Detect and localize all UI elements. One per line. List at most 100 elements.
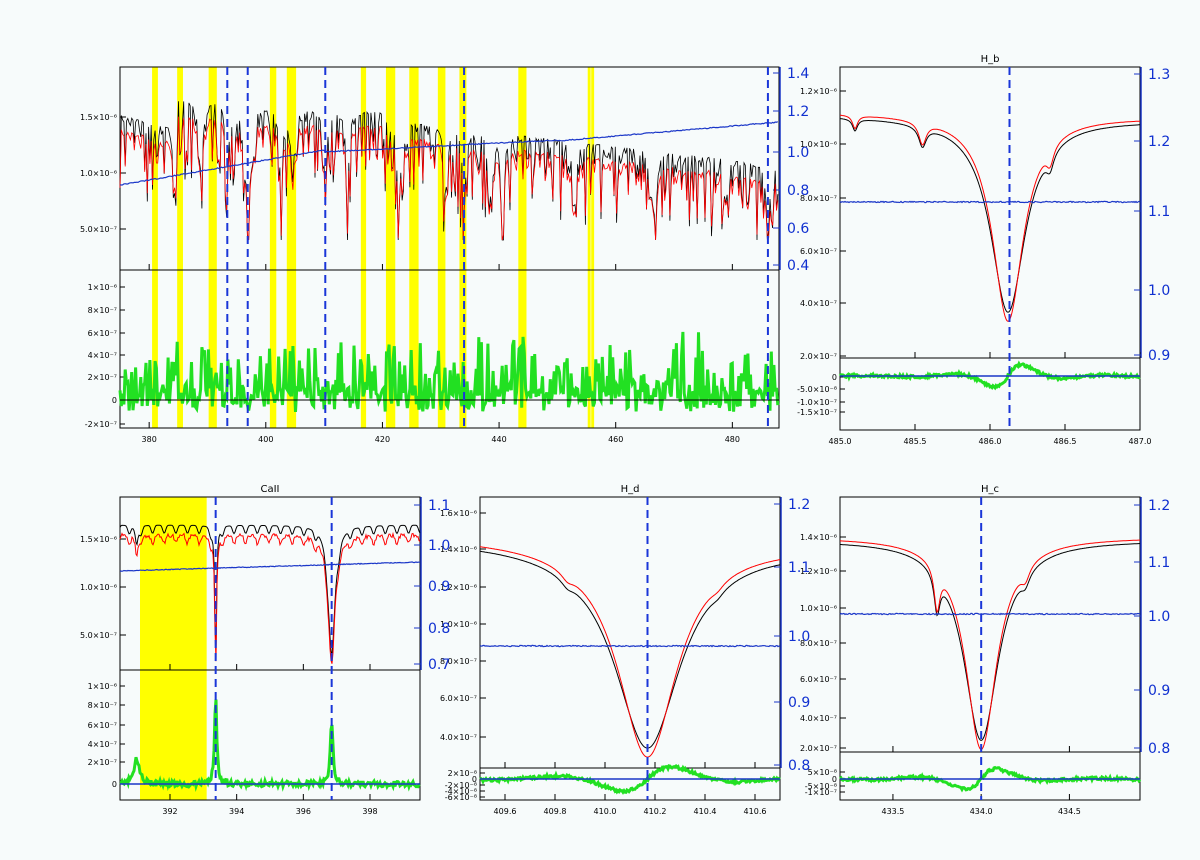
panel-h-beta-y-tick-label-3: 8.0×10⁻⁷	[800, 194, 837, 203]
panel-h-delta-x-tick-label-2: 410.0	[594, 807, 617, 816]
panel-h-delta-y-tick-label-1: 6.0×10⁻⁷	[440, 694, 477, 703]
panel-full-spectrum-residual-line	[118, 331, 780, 414]
panel-h-gamma-y-tick-label-6: 1.4×10⁻⁶	[800, 533, 837, 542]
panel-full-spectrum-res-tick-label-2: 2×10⁻⁷	[88, 373, 117, 382]
panel-h-gamma-residual-line	[839, 765, 1142, 793]
panel-ca-ii-x-tick-label-1: 394	[229, 807, 244, 816]
panel-ca-ii-ratio-tick-label-1: 0.8	[428, 621, 450, 637]
panel-h-beta-res-tick-label-0: -1.5×10⁻⁷	[797, 408, 837, 417]
panel-ca-ii-observed-line	[119, 524, 421, 655]
panel-h-beta-res-tick-label-1: -1.0×10⁻⁷	[797, 398, 837, 407]
panel-h-beta-x-tick-label-3: 486.5	[1054, 437, 1077, 446]
panel-h-gamma-x-tick-label-0: 433.5	[881, 807, 904, 816]
panel-h-gamma-title: H_c	[981, 484, 999, 495]
panel-h-beta-x-tick-label-4: 487.0	[1129, 437, 1152, 446]
panel-h-delta-res-tick-label-0: 2×10⁻⁸	[448, 769, 477, 778]
panel-h-delta-ratio-tick-label-2: 1.0	[788, 629, 810, 645]
panel-h-delta-ratio-tick-label-3: 1.1	[788, 560, 810, 576]
panel-full-spectrum-mask-band-8	[437, 67, 446, 428]
panel-h-beta-y-tick-label-5: 1.2×10⁻⁶	[800, 87, 837, 96]
panel-ca-ii-ratio-tick-label-0: 0.7	[428, 657, 450, 673]
panel-h-beta-y-tick-label-4: 1.0×10⁻⁶	[800, 140, 837, 149]
panel-h-gamma-res-tick-label-1: 0	[832, 775, 837, 784]
panel-h-beta-x-tick-label-0: 485.0	[829, 437, 852, 446]
panel-full-spectrum-x-tick-label-2: 420	[375, 435, 390, 444]
panel-full-spectrum-ratio-tick-label-0: 0.4	[787, 258, 809, 274]
panel-full-spectrum-mask-band-5	[360, 67, 367, 428]
panel-full-spectrum-mask-band-1	[177, 67, 183, 428]
panel-ca-ii-model-line	[119, 531, 421, 664]
panel-full-spectrum-res-tick-label-0: -2×10⁻⁷	[85, 420, 117, 429]
panel-h-gamma-y-tick-label-5: 1.2×10⁻⁶	[800, 567, 837, 576]
panel-h-beta-res-tick-label-3: 0	[832, 373, 837, 382]
panel-full-spectrum-model-line	[119, 116, 779, 242]
panel-h-delta-y-tick-label-6: 1.6×10⁻⁶	[440, 509, 477, 518]
panel-full-spectrum-frame	[119, 66, 780, 429]
panel-h-delta-res-tick-label-1: 0	[472, 775, 477, 784]
panel-ca-ii-res-tick-label-1: 2×10⁻⁷	[88, 758, 117, 767]
panel-h-gamma-x-tick-label-1: 434.0	[970, 807, 993, 816]
panel-h-delta-x-tick-label-4: 410.4	[694, 807, 717, 816]
panel-full-spectrum-ratio-tick-label-4: 1.2	[787, 104, 809, 120]
panel-ca-ii-ratio-tick-label-2: 0.9	[428, 579, 450, 595]
panel-h-beta-title: H_b	[981, 54, 1000, 65]
panel-h-beta-observed-line	[839, 118, 1140, 313]
panel-h-gamma-ratio-tick-label-2: 1.0	[1148, 609, 1170, 625]
panel-h-gamma-res-tick-label-2: -5×10⁻⁸	[805, 782, 837, 791]
panel-ca-ii-y-tick-label-0: 5.0×10⁻⁷	[80, 631, 117, 640]
panel-h-gamma-res-tick-label-3: -1×10⁻⁷	[805, 788, 837, 797]
panel-ca-ii-x-tick-label-0: 392	[162, 807, 177, 816]
panel-h-delta-observed-line	[479, 550, 781, 749]
panel-h-delta-y-tick-label-4: 1.2×10⁻⁶	[440, 583, 477, 592]
panel-h-beta-ratio-tick-label-2: 1.1	[1148, 204, 1170, 220]
panel-full-spectrum-y-tick-label-0: 5.0×10⁻⁷	[80, 225, 117, 234]
panel-ca-ii-y-tick-label-1: 1.0×10⁻⁶	[80, 583, 117, 592]
panel-ca-ii-res-tick-label-0: 0	[112, 780, 117, 789]
panel-h-beta-y-tick-label-0: 2.0×10⁻⁷	[800, 352, 837, 361]
panel-full-spectrum-ratio-tick-label-2: 0.8	[787, 183, 809, 199]
panel-h-beta-y-tick-label-1: 4.0×10⁻⁷	[800, 299, 837, 308]
panel-h-gamma-y-tick-label-2: 6.0×10⁻⁷	[800, 675, 837, 684]
panel-full-spectrum-ratio-tick-label-5: 1.4	[787, 66, 809, 82]
panel-h-delta-title: H_d	[621, 484, 640, 495]
panel-full-spectrum-mask-band-12	[591, 67, 595, 428]
panel-h-delta-res-tick-label-2: -2×10⁻⁸	[445, 781, 477, 790]
panel-h-beta-res-tick-label-2: -5.0×10⁻⁸	[797, 385, 837, 394]
panel-h-beta-ratio-tick-label-4: 1.3	[1148, 67, 1170, 83]
panel-ca-ii-mask-band-0	[140, 497, 207, 800]
panel-h-delta-ratio-tick-label-1: 0.9	[788, 695, 810, 711]
panel-h-beta-x-tick-label-1: 485.5	[904, 437, 927, 446]
panel-full-spectrum-res-tick-label-5: 8×10⁻⁷	[88, 306, 117, 315]
panel-ca-ii-x-tick-label-2: 396	[296, 807, 311, 816]
panel-h-gamma-frame	[839, 496, 1141, 801]
panel-ca-ii-ratio-line	[119, 561, 421, 572]
panel-h-delta-ratio-line	[479, 644, 781, 648]
panel-h-gamma-ratio-tick-label-4: 1.2	[1148, 498, 1170, 514]
panel-h-delta-x-tick-label-3: 410.2	[644, 807, 667, 816]
panel-ca-ii-ratio-tick-label-3: 1.0	[428, 538, 450, 554]
panel-full-spectrum-x-tick-label-4: 460	[608, 435, 623, 444]
panel-ca-ii-res-tick-label-5: 1×10⁻⁶	[88, 682, 117, 691]
panel-ca-ii-res-tick-label-3: 6×10⁻⁷	[88, 721, 117, 730]
panel-full-spectrum-ratio-tick-label-1: 0.6	[787, 221, 809, 237]
panel-full-spectrum-x-tick-label-1: 400	[258, 435, 273, 444]
panel-ca-ii-residual-line	[119, 699, 421, 792]
panel-ca-ii-title: CaII	[260, 484, 279, 495]
panel-h-gamma-y-tick-label-4: 1.0×10⁻⁶	[800, 604, 837, 613]
panel-ca-ii-frame	[119, 496, 421, 801]
panel-h-delta-model-line	[479, 546, 781, 758]
panel-h-gamma-y-tick-label-0: 2.0×10⁻⁷	[800, 744, 837, 753]
panel-h-delta-y-tick-label-3: 1.0×10⁻⁶	[440, 620, 477, 629]
panel-h-beta-ratio-tick-label-3: 1.2	[1148, 134, 1170, 150]
panel-h-gamma-ratio-tick-label-1: 0.9	[1148, 683, 1170, 699]
panel-full-spectrum-res-tick-label-6: 1×10⁻⁶	[88, 283, 117, 292]
panel-h-gamma-model-line	[840, 539, 1140, 750]
panel-ca-ii-y-tick-label-2: 1.5×10⁻⁶	[80, 535, 117, 544]
panel-h-gamma-y-tick-label-3: 8.0×10⁻⁷	[800, 639, 837, 648]
panel-h-beta-model-line	[839, 114, 1140, 322]
panel-full-spectrum-mask-band-4	[286, 67, 297, 428]
panel-h-delta-ratio-tick-label-0: 0.8	[788, 758, 810, 774]
panel-h-delta-x-tick-label-0: 409.6	[494, 807, 517, 816]
panel-h-gamma-y-tick-label-1: 4.0×10⁻⁷	[800, 714, 837, 723]
panel-full-spectrum-ratio-line	[119, 121, 779, 186]
